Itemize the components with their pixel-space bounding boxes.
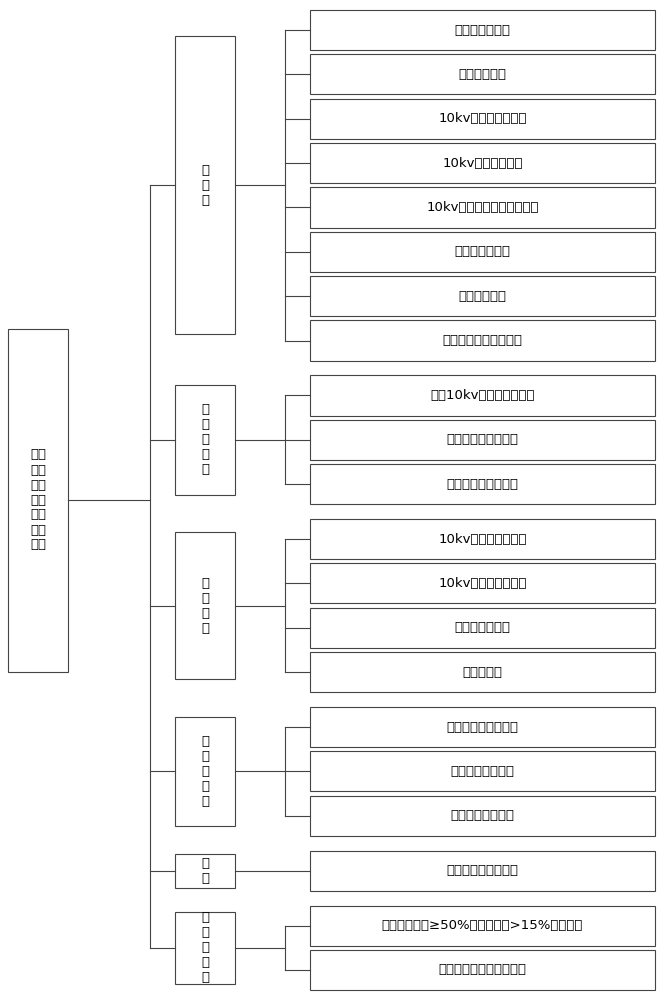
Bar — [175, 532, 235, 679]
Bar — [310, 54, 655, 94]
Bar — [310, 796, 655, 836]
Text: 配电
网运
检驾
驶舱
关键
指标
体系: 配电 网运 检驾 驶舱 关键 指标 体系 — [30, 448, 46, 552]
Bar — [310, 751, 655, 791]
Bar — [175, 912, 235, 984]
Text: 10kv电缆线路故障率: 10kv电缆线路故障率 — [438, 577, 527, 590]
Bar — [175, 717, 235, 826]
Bar — [8, 328, 68, 672]
Bar — [310, 652, 655, 692]
Text: 10kv架空线路故障率: 10kv架空线路故障率 — [438, 533, 527, 546]
Bar — [310, 99, 655, 139]
Bar — [310, 420, 655, 460]
Text: 配变重过载比例: 配变重过载比例 — [454, 245, 511, 258]
Text: 电
压
合
格
率: 电 压 合 格 率 — [201, 403, 209, 476]
Text: 三
相
不
平
衡: 三 相 不 平 衡 — [201, 911, 209, 984]
Bar — [310, 950, 655, 990]
Bar — [310, 906, 655, 946]
Text: 低压用户电压合格率: 低压用户电压合格率 — [446, 478, 519, 491]
Bar — [310, 10, 655, 50]
Bar — [310, 232, 655, 272]
Bar — [310, 143, 655, 183]
Text: 开关设备故障率: 开关设备故障率 — [454, 621, 511, 634]
Text: 中、低压供电可靠率: 中、低压供电可靠率 — [446, 721, 519, 734]
Text: 中、低压统计线损率: 中、低压统计线损率 — [446, 864, 519, 877]
Text: 三相不平衡度≥50%的时间占比>15%台区比例: 三相不平衡度≥50%的时间占比>15%台区比例 — [382, 919, 583, 932]
Text: 主变轻载比例: 主变轻载比例 — [458, 68, 507, 81]
Bar — [310, 464, 655, 504]
Bar — [310, 375, 655, 416]
Text: 配变故障率: 配变故障率 — [462, 666, 503, 679]
Text: 线
损: 线 损 — [201, 857, 209, 885]
Text: 台区关口电压合格率: 台区关口电压合格率 — [446, 433, 519, 446]
Bar — [310, 320, 655, 361]
Bar — [175, 854, 235, 888]
Bar — [310, 707, 655, 747]
Bar — [310, 276, 655, 316]
Text: 主变10kv母线电压合格率: 主变10kv母线电压合格率 — [430, 389, 535, 402]
Text: 配变存在危急风险比例: 配变存在危急风险比例 — [442, 334, 523, 347]
Bar — [310, 608, 655, 648]
Text: 严重三相不平衡台区比例: 严重三相不平衡台区比例 — [439, 963, 526, 976]
Text: 运
行
故
障: 运 行 故 障 — [201, 577, 209, 635]
Text: 10kv线路重过载比例: 10kv线路重过载比例 — [438, 112, 527, 125]
Text: 用户平均停电次数: 用户平均停电次数 — [450, 765, 515, 778]
Text: 10kv线路轻载比例: 10kv线路轻载比例 — [442, 157, 523, 170]
Text: 配变轻载比例: 配变轻载比例 — [458, 290, 507, 303]
Text: 供
电
可
靠
性: 供 电 可 靠 性 — [201, 735, 209, 808]
Bar — [175, 36, 235, 334]
Text: 10kv线路存在危急风险比例: 10kv线路存在危急风险比例 — [426, 201, 539, 214]
Bar — [310, 563, 655, 603]
Bar — [310, 187, 655, 228]
Bar — [310, 851, 655, 891]
Bar — [175, 385, 235, 495]
Text: 主变重过载比例: 主变重过载比例 — [454, 24, 511, 37]
Bar — [310, 519, 655, 559]
Text: 负
载
率: 负 载 率 — [201, 164, 209, 207]
Text: 重复停电用户比例: 重复停电用户比例 — [450, 809, 515, 822]
